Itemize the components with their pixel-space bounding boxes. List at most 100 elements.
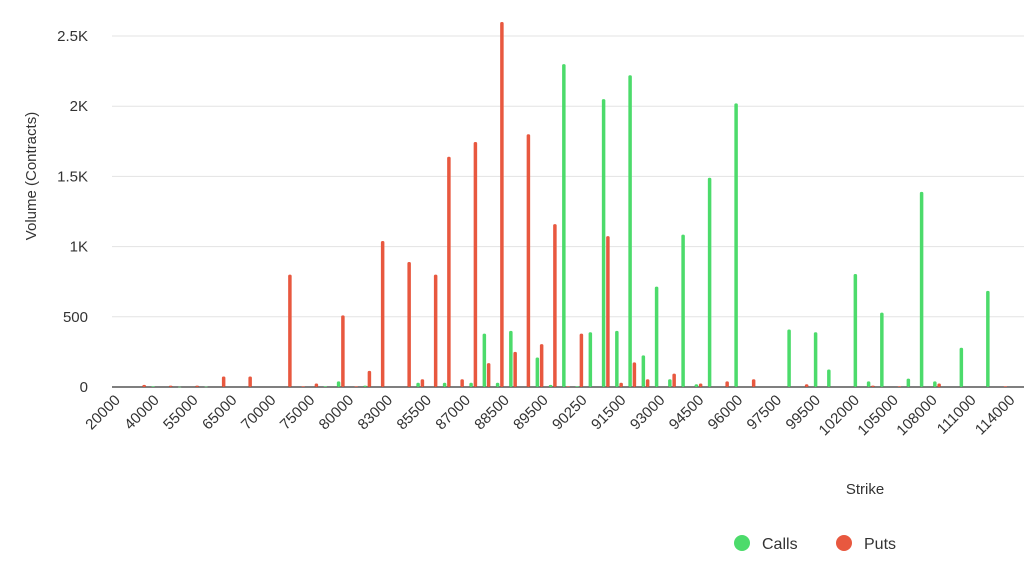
bar-calls[interactable] [601,99,606,388]
bar-puts[interactable] [314,383,319,387]
bar-puts[interactable] [301,386,305,387]
bar-puts[interactable] [645,379,650,387]
bar-calls[interactable] [323,386,328,387]
bar-calls[interactable] [469,382,473,387]
bar-calls[interactable] [853,273,858,387]
x-tick-label: 91500 [588,392,630,434]
bars [142,21,1008,388]
bar-calls[interactable] [177,386,182,388]
bar-puts[interactable] [447,156,451,387]
x-tick-label: 65000 [199,392,241,434]
bar-calls[interactable] [694,384,699,387]
x-tick-label: 87000 [432,392,474,434]
bar-puts[interactable] [168,385,173,387]
bar-puts[interactable] [672,373,676,387]
bar-puts[interactable] [248,376,252,387]
bar-calls[interactable] [787,329,791,387]
bar-calls[interactable] [535,357,540,387]
bar-puts[interactable] [937,383,941,387]
bar-calls[interactable] [880,312,884,387]
bar-puts[interactable] [341,315,345,387]
bar-puts[interactable] [407,262,411,387]
x-tick-label: 55000 [160,392,202,434]
x-tick-label: 94500 [666,392,708,434]
legend-puts-label: Puts [864,536,896,553]
bar-puts[interactable] [1003,386,1008,387]
bar-puts[interactable] [486,363,491,387]
bar-calls[interactable] [482,333,487,387]
legend-calls-label: Calls [762,536,798,553]
bar-puts[interactable] [632,362,637,387]
bar-calls[interactable] [442,382,447,387]
bar-calls[interactable] [495,382,500,387]
legend-item-puts[interactable]: Puts [836,535,896,553]
bar-calls[interactable] [866,381,871,387]
bar-calls[interactable] [668,379,672,387]
bar-calls[interactable] [813,332,818,387]
x-tick-label: 105000 [854,392,901,439]
bar-puts[interactable] [380,240,385,387]
bar-puts[interactable] [142,384,146,387]
x-tick-label: 40000 [121,392,163,434]
bar-puts[interactable] [751,379,756,387]
bar-calls[interactable] [641,355,646,387]
bar-puts[interactable] [513,351,517,387]
bar-puts[interactable] [725,381,729,387]
bar-puts[interactable] [566,386,570,387]
bar-puts[interactable] [897,386,902,387]
legend-item-calls[interactable]: Calls [734,535,798,553]
bar-puts[interactable] [539,344,544,387]
x-tick-label: 102000 [816,392,863,439]
bar-calls[interactable] [363,385,367,387]
x-tick-label: 85500 [394,392,436,434]
bar-puts[interactable] [579,333,584,387]
bar-calls[interactable] [919,191,924,387]
bar-calls[interactable] [588,332,593,387]
bar-calls[interactable] [151,386,155,387]
bar-calls[interactable] [707,177,712,387]
bar-puts[interactable] [195,385,199,387]
bar-calls[interactable] [575,386,579,387]
bar-calls[interactable] [827,369,831,387]
bar-calls[interactable] [562,64,566,387]
bar-calls[interactable] [681,234,685,387]
bar-calls[interactable] [906,378,911,387]
bar-puts[interactable] [460,379,464,387]
x-tick-label: 108000 [893,392,940,439]
bar-calls[interactable] [509,330,513,387]
bar-calls[interactable] [416,382,420,387]
bar-calls[interactable] [734,103,738,387]
bar-calls[interactable] [336,381,341,387]
bar-puts[interactable] [354,386,358,387]
bar-calls[interactable] [959,347,964,387]
bar-puts[interactable] [553,224,557,387]
bar-puts[interactable] [698,383,703,387]
legend-calls-swatch [734,535,750,551]
bar-puts[interactable] [500,21,504,388]
x-tick-label: 80000 [316,392,358,434]
bar-puts[interactable] [420,379,425,387]
bar-puts[interactable] [871,385,875,387]
bar-puts[interactable] [473,142,478,387]
bar-calls[interactable] [548,384,553,387]
x-tick-label: 83000 [355,392,397,434]
x-tick-label: 93000 [627,392,669,434]
bar-puts[interactable] [288,274,292,387]
bar-puts[interactable] [804,384,809,387]
y-tick-label: 1K [70,239,88,256]
bar-calls[interactable] [204,386,208,388]
bar-puts[interactable] [367,370,372,387]
bar-puts[interactable] [619,382,623,387]
bar-calls[interactable] [933,381,937,387]
legend-puts-swatch [836,535,852,551]
bar-puts[interactable] [606,236,610,387]
bar-calls[interactable] [628,75,632,387]
bar-puts[interactable] [433,274,438,387]
x-tick-label: 20000 [82,392,124,434]
x-tick-labels: 2000040000550006500070000750008000083000… [82,392,1018,439]
bar-puts[interactable] [526,134,531,387]
bar-calls[interactable] [986,290,990,387]
bar-calls[interactable] [654,286,659,387]
bar-calls[interactable] [615,330,619,387]
bar-puts[interactable] [221,376,226,387]
